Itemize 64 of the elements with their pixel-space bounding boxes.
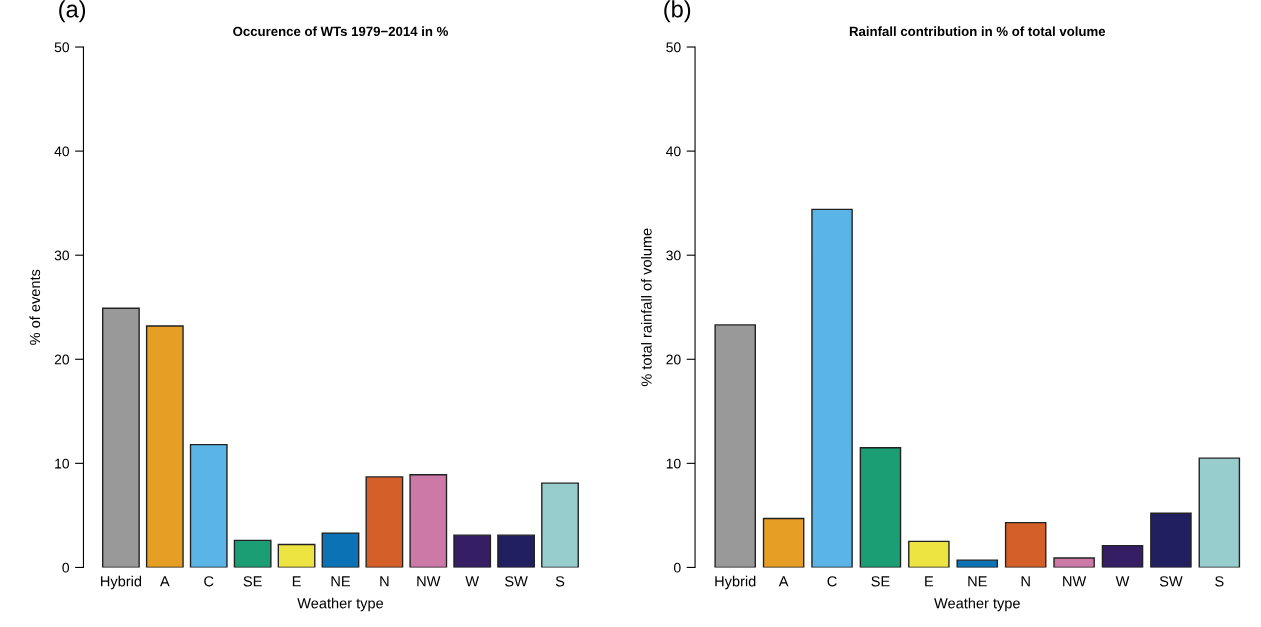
x-tick-label: NW — [417, 576, 441, 587]
bar — [233, 539, 272, 568]
bar — [714, 324, 756, 568]
bar — [189, 443, 228, 568]
text: (a) — [59, 0, 86, 23]
bar — [409, 474, 448, 568]
bar — [956, 559, 999, 568]
x-tick-label: C — [827, 576, 837, 587]
x-tick-label: Hybrid — [101, 575, 142, 590]
bar — [811, 208, 853, 568]
x-tick-label: E — [292, 576, 301, 587]
bar — [1150, 512, 1192, 568]
x-tick-label: SE — [871, 576, 890, 587]
x-tick-label: Hybrid — [715, 575, 756, 590]
y-tick-label: 30 — [54, 250, 70, 261]
bar — [497, 534, 536, 568]
x-tick-label: A — [778, 576, 789, 587]
bar — [102, 307, 140, 568]
bar — [908, 540, 950, 568]
bar — [859, 447, 902, 568]
x-tick-label: NW — [1063, 576, 1087, 587]
bar — [541, 482, 579, 568]
bar — [1053, 557, 1095, 568]
x-tick-label: N — [380, 576, 389, 587]
x-tick-label: N — [1021, 576, 1030, 587]
y-tick-label: 30 — [666, 250, 681, 261]
y-tick-label: 20 — [54, 354, 70, 365]
bar — [321, 532, 360, 568]
bar — [277, 543, 316, 568]
bar — [1101, 544, 1144, 568]
x-axis-title: Weather type — [297, 597, 384, 612]
y-tick-label: 10 — [666, 458, 681, 469]
chart-title: Occurence of WTs 1979−2014 in % — [233, 26, 448, 37]
y-tick-label: 50 — [54, 42, 70, 53]
y-tick-label: 40 — [666, 146, 681, 157]
y-tick-label: 50 — [666, 42, 681, 53]
x-tick-label: SW — [505, 576, 528, 587]
x-tick-label: S — [555, 576, 565, 587]
x-tick-label: E — [925, 576, 934, 587]
chart-title: Rainfall contribution in % of total volume — [849, 26, 1106, 37]
x-tick-label: S — [1215, 576, 1224, 587]
y-axis-title: % of events — [29, 269, 41, 345]
x-tick-label: C — [204, 576, 214, 587]
x-tick-label: NE — [331, 576, 350, 587]
y-tick-label: 0 — [62, 562, 70, 573]
bar — [365, 476, 404, 568]
y-axis-title: % total rainfall of volume — [641, 228, 652, 387]
x-tick-label: NE — [968, 576, 987, 587]
y-tick-label: 20 — [666, 354, 681, 365]
y-tick-label: 0 — [673, 562, 681, 573]
x-tick-label: W — [1115, 576, 1130, 587]
x-tick-label: SE — [243, 576, 262, 587]
y-tick-label: 10 — [55, 458, 70, 469]
bar — [762, 517, 805, 568]
x-axis-title: Weather type — [934, 597, 1020, 612]
y-tick-label: 40 — [54, 146, 70, 157]
x-tick-label: A — [160, 576, 170, 587]
x-tick-label: W — [465, 576, 480, 587]
bar — [453, 534, 492, 568]
bar — [1004, 521, 1047, 568]
bar — [1198, 457, 1241, 568]
bar — [145, 325, 184, 568]
x-tick-label: SW — [1159, 576, 1183, 587]
text: (b) — [664, 0, 691, 23]
